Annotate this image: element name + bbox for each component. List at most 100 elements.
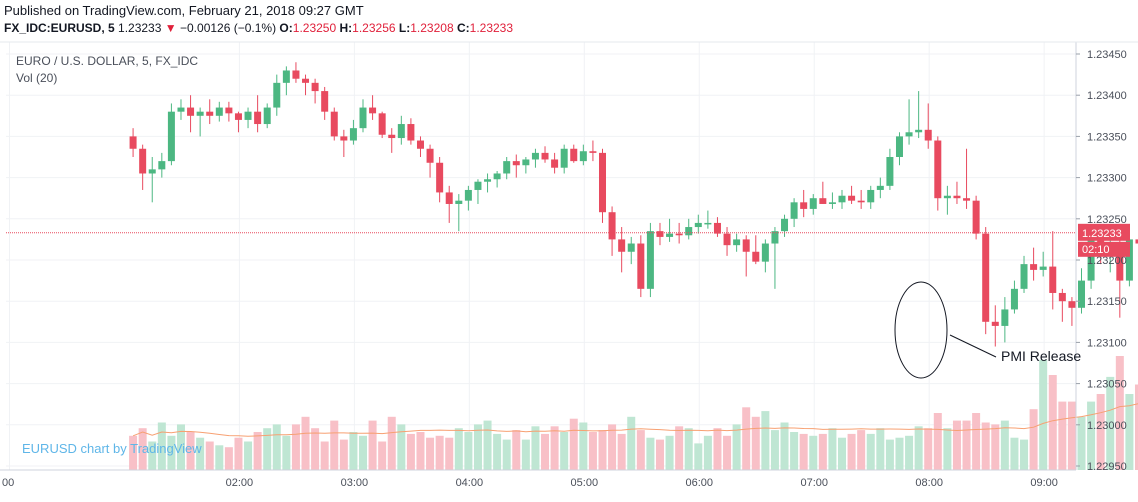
volume-bar [148,441,157,470]
x-tick-label: 08:00 [915,477,943,489]
volume-bar [224,447,233,470]
candle-body [158,161,166,170]
candle-body [1135,239,1138,244]
y-tick-label: 1.23300 [1087,173,1127,185]
pmi-ellipse [894,281,948,379]
candle-body [675,233,683,236]
x-tick-label: 00 [2,477,14,489]
candle-body [215,107,223,116]
candle-body [282,70,290,83]
legend-volume: Vol (20) [16,71,57,85]
candle-body [934,140,942,199]
volume-bar [790,432,799,470]
y-tick-label: 1.22950 [1087,461,1127,473]
candle-body [225,107,233,114]
y-tick-label: 1.23400 [1087,90,1127,102]
volume-bar [176,424,185,470]
volume-bar [205,441,214,470]
candle-body [445,192,453,204]
volume-bar [751,416,760,470]
volume-bar [263,428,272,470]
close-label: C: [456,21,470,35]
candle-body [828,202,836,204]
candle-body [1078,280,1086,308]
candle-body [1049,266,1057,293]
candle-body [637,243,645,289]
volume-bar [196,437,205,470]
volume-bar [1029,409,1038,470]
y-tick-label: 1.23150 [1087,296,1127,308]
volume-bar [627,416,636,470]
candle-body [369,107,377,114]
volume-bar [359,435,368,470]
volume-bar [253,432,262,470]
volume-bar [885,439,894,470]
symbol-label: FX_IDC:EURUSD, 5 [4,21,115,35]
volume-bar [215,445,224,470]
high-label: H: [339,21,353,35]
candle-body [694,222,702,228]
candle-body [292,70,300,79]
volume-bar [387,416,396,470]
y-tick-label: 1.23350 [1087,131,1127,143]
x-tick-label: 03:00 [341,477,369,489]
candle-body [589,151,597,153]
y-tick-label: 1.23250 [1087,214,1127,226]
candle-body [493,173,501,180]
candle-body [263,107,271,125]
volume-bar [1096,394,1105,470]
candle-body [522,159,530,166]
volume-bar [617,433,626,470]
candle-body [531,152,539,160]
candle-body [905,132,913,137]
candle-body [359,107,367,129]
candle-body [244,111,252,120]
volume-bar [406,433,415,470]
volume-bar [435,435,444,470]
x-tick-label: 07:00 [800,477,828,489]
volume-bar [636,430,645,470]
volume-bar [234,437,243,470]
volume-bar [723,435,732,470]
volume-bar [1010,437,1019,470]
volume-bar [1106,376,1115,470]
candle-body [704,222,712,225]
candle-body [187,107,195,116]
volume-bar [675,426,684,470]
volume-bar [598,430,607,470]
x-tick-label: 05:00 [571,477,599,489]
volume-bar [502,439,511,470]
candle-body [474,181,482,190]
candle-body [206,111,214,116]
volume-bar [809,435,818,470]
volume-bar [655,439,664,470]
plot-area [0,42,1076,470]
volume-bar [454,428,463,470]
volume-bar [282,435,291,470]
legend-title: EURO / U.S. DOLLAR, 5, FX_IDC [16,54,198,68]
candle-body [924,129,932,141]
volume-bar [799,433,808,470]
candle-body [167,111,175,162]
candle-body [1010,288,1018,310]
volume-bar [1134,384,1138,470]
candle-body [484,179,492,182]
candle-body [646,231,654,289]
close-value: 1.23233 [469,21,514,35]
volume-bar [703,435,712,470]
candle-body [742,239,750,252]
volume-bar [521,439,530,470]
volume-bar [684,428,693,470]
volume-bar [416,432,425,470]
pmi-pointer [949,334,997,358]
candle-body [1039,266,1047,270]
x-tick-label: 04:00 [456,477,484,489]
volume-bar [301,416,310,470]
y-tick-label: 1.23200 [1087,255,1127,267]
volume-bar [378,441,387,470]
volume-bar [981,422,990,470]
volume-bar [761,411,770,470]
candle-body [876,185,884,190]
candle-body [416,140,424,149]
volume-bar [349,432,358,470]
